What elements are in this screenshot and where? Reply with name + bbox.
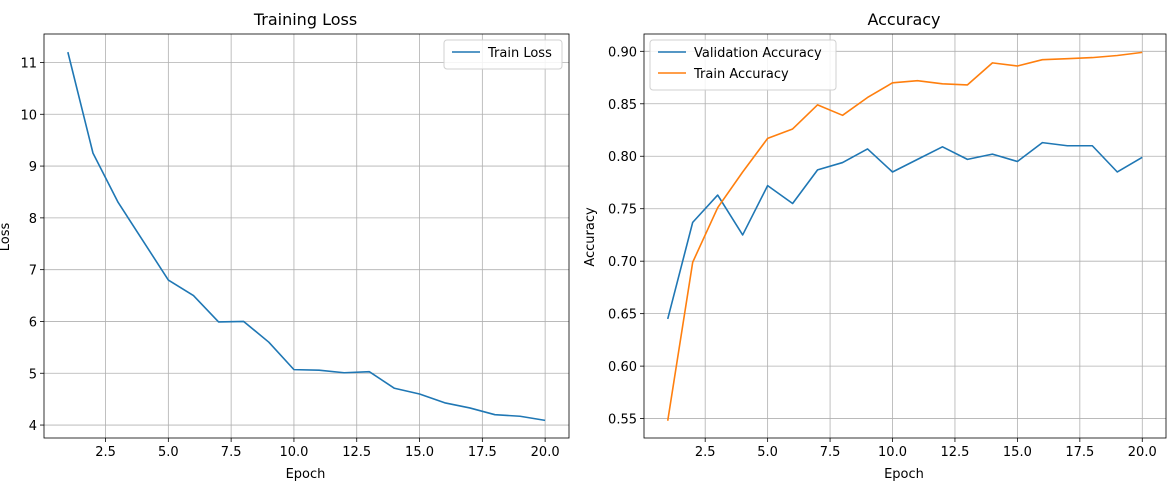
accuracy-x-tick-label: 20.0 [1128, 445, 1157, 460]
loss-y-axis-label: Loss [0, 223, 13, 252]
accuracy-x-tick-label: 17.5 [1065, 445, 1094, 460]
accuracy-legend-box [649, 39, 837, 91]
loss-y-tick-label: 11 [20, 56, 37, 71]
loss-y-tick-label: 5 [29, 367, 37, 382]
accuracy-x-tick-label: 15.0 [1003, 445, 1032, 460]
loss-x-tick-label: 5.0 [158, 445, 179, 460]
loss-y-tick-label: 8 [29, 212, 37, 227]
accuracy-y-tick-label: 0.80 [608, 150, 637, 165]
loss-axes-frame [43, 33, 570, 439]
accuracy-x-tick-label: 5.0 [757, 445, 778, 460]
accuracy-chart-panel: Accuracy Epoch Accuracy 2.5 5.0 7.5 10.0 12.… [583, 10, 1167, 482]
loss-y-tick-label: 4 [29, 419, 37, 434]
loss-x-tick-label: 7.5 [221, 445, 242, 460]
loss-x-axis-label: Epoch [286, 467, 326, 482]
accuracy-y-tick-label: 0.60 [608, 360, 637, 375]
accuracy-x-tick-label: 2.5 [695, 445, 716, 460]
accuracy-y-tick-label: 0.85 [608, 98, 637, 113]
accuracy-y-tick-label: 0.70 [608, 255, 637, 270]
loss-x-tick-label: 12.5 [342, 445, 371, 460]
accuracy-x-tick-label: 7.5 [820, 445, 841, 460]
loss-y-tick-label: 6 [29, 315, 37, 330]
accuracy-chart-title: Accuracy [867, 10, 940, 29]
accuracy-y-tick-label: 0.90 [608, 45, 637, 60]
loss-legend-label: Train Loss [487, 46, 552, 61]
accuracy-legend: Validation Accuracy Train Accuracy [649, 39, 837, 91]
accuracy-x-tick-label: 12.5 [940, 445, 969, 460]
loss-series-line-0 [67, 51, 546, 422]
loss-x-tick-label: 2.5 [95, 445, 116, 460]
loss-x-tick-label: 17.5 [468, 445, 497, 460]
loss-chart-title: Training Loss [253, 10, 357, 29]
accuracy-x-tick-label: 10.0 [878, 445, 907, 460]
loss-legend-box [443, 39, 563, 70]
loss-x-tick-label: 10.0 [279, 445, 308, 460]
accuracy-x-axis-label: Epoch [884, 467, 924, 482]
loss-x-tick-label: 20.0 [531, 445, 560, 460]
accuracy-y-tick-label: 0.55 [608, 413, 637, 428]
accuracy-axes-frame [643, 33, 1167, 439]
accuracy-y-axis-label: Accuracy [583, 207, 598, 267]
loss-y-tick-label: 10 [20, 108, 37, 123]
accuracy-y-tick-label: 0.65 [608, 308, 637, 323]
accuracy-legend-label: Train Accuracy [693, 67, 789, 82]
loss-x-tick-label: 15.0 [405, 445, 434, 460]
accuracy-series-line-1 [666, 51, 1143, 421]
accuracy-series-line-0 [666, 141, 1143, 320]
loss-y-tick-label: 9 [29, 160, 37, 175]
accuracy-y-tick-label: 0.75 [608, 203, 637, 218]
loss-chart-panel: Training Loss Epoch Loss 2.5 5.0 7.5 10.0 12… [0, 10, 570, 482]
accuracy-legend-label: Validation Accuracy [694, 46, 822, 61]
loss-y-tick-label: 7 [29, 264, 37, 279]
loss-legend: Train Loss [443, 39, 563, 70]
